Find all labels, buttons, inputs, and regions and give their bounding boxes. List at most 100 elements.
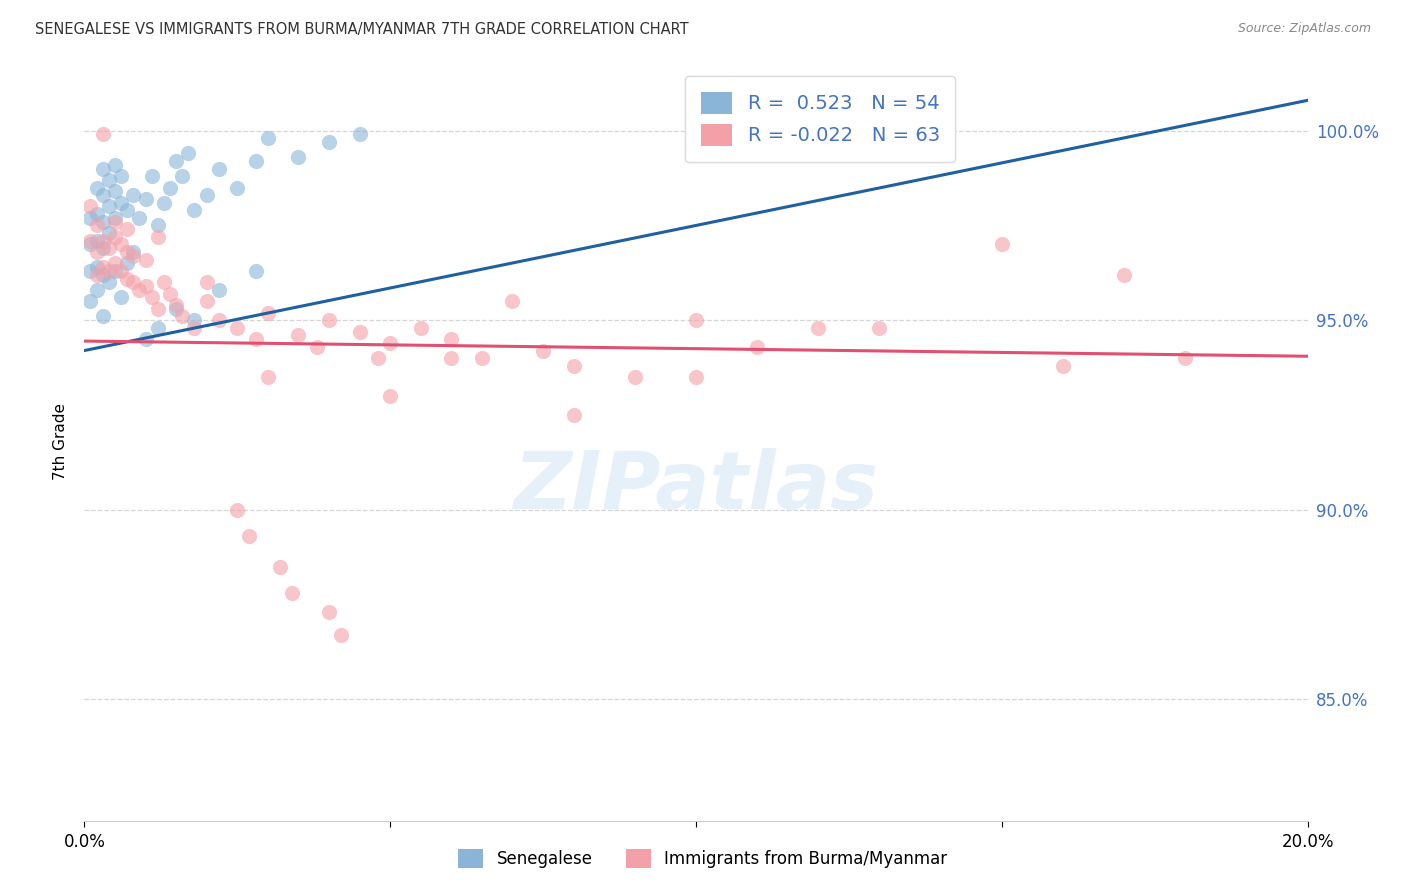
Point [177,146,200,161]
Point [146,301,169,316]
Point [208,313,231,327]
Point [97,226,120,240]
Point [159,180,181,194]
Point [91,188,114,202]
Point [79,237,101,252]
Point [165,301,187,316]
Point [135,252,157,267]
Point [146,320,169,334]
Point [869,320,891,334]
Point [141,169,163,183]
Point [208,161,231,176]
Point [79,264,101,278]
Point [104,211,127,225]
Point [79,211,101,225]
Legend: Senegalese, Immigrants from Burma/Myanmar: Senegalese, Immigrants from Burma/Myanma… [451,843,955,875]
Point [1114,268,1136,282]
Point [165,153,187,168]
Point [269,559,291,574]
Point [110,195,132,210]
Point [115,271,138,285]
Point [1174,351,1197,365]
Point [115,256,138,270]
Point [238,529,260,543]
Point [330,628,353,642]
Point [991,237,1014,252]
Point [502,294,524,309]
Point [91,128,114,142]
Point [91,234,114,248]
Point [440,332,463,346]
Point [1052,359,1074,373]
Point [146,219,169,233]
Point [104,229,127,244]
Point [91,241,114,255]
Point [110,264,132,278]
Point [79,294,101,309]
Point [172,169,194,183]
Point [195,275,218,289]
Point [86,219,108,233]
Point [86,234,108,248]
Point [208,283,231,297]
Point [104,264,127,278]
Point [747,340,769,354]
Point [135,192,157,206]
Point [86,180,108,194]
Point [195,294,218,309]
Point [624,370,647,384]
Point [86,268,108,282]
Point [153,275,176,289]
Point [245,332,267,346]
Point [165,298,187,312]
Point [183,313,205,327]
Point [318,605,340,619]
Point [226,502,249,516]
Point [281,586,304,600]
Point [86,283,108,297]
Point [257,305,280,319]
Point [91,310,114,324]
Point [245,264,267,278]
Point [305,340,328,354]
Point [287,328,309,343]
Text: ZIPatlas: ZIPatlas [513,448,879,526]
Point [159,286,181,301]
Point [86,244,108,259]
Point [97,199,120,213]
Point [318,313,340,327]
Text: Source: ZipAtlas.com: Source: ZipAtlas.com [1237,22,1371,36]
Point [122,244,145,259]
Legend: R =  0.523   N = 54, R = -0.022   N = 63: R = 0.523 N = 54, R = -0.022 N = 63 [686,76,955,161]
Point [97,241,120,255]
Point [86,207,108,221]
Point [86,260,108,274]
Point [97,264,120,278]
Point [97,173,120,187]
Point [110,169,132,183]
Point [104,256,127,270]
Point [135,332,157,346]
Point [471,351,494,365]
Point [115,244,138,259]
Point [79,234,101,248]
Point [183,203,205,218]
Point [91,268,114,282]
Point [226,180,249,194]
Point [104,214,127,228]
Text: SENEGALESE VS IMMIGRANTS FROM BURMA/MYANMAR 7TH GRADE CORRELATION CHART: SENEGALESE VS IMMIGRANTS FROM BURMA/MYAN… [35,22,689,37]
Point [562,408,585,422]
Point [195,188,218,202]
Point [122,249,145,263]
Point [562,359,585,373]
Point [183,320,205,334]
Point [79,199,101,213]
Point [141,290,163,304]
Point [287,150,309,164]
Point [318,135,340,149]
Point [146,229,169,244]
Point [257,131,280,145]
Point [122,188,145,202]
Point [153,195,176,210]
Point [104,158,127,172]
